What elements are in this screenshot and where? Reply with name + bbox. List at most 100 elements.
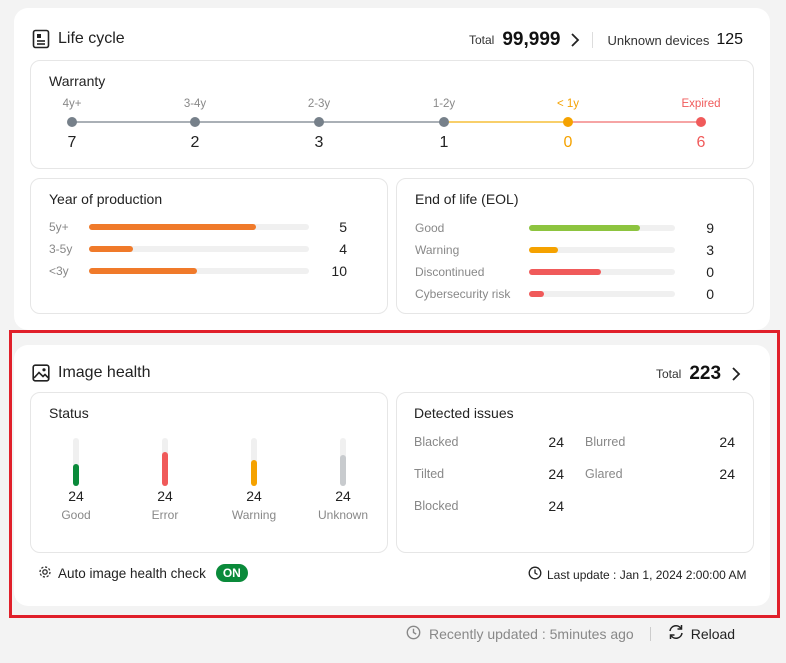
last-update-text: Last update : Jan 1, 2024 2:00:00 AM	[547, 567, 747, 582]
bar-track	[529, 247, 675, 253]
warranty-value: 0	[563, 134, 573, 151]
clock-icon	[406, 625, 421, 643]
bar-row: 5y+ 5	[49, 219, 347, 235]
warranty-label: 4y+	[62, 98, 82, 110]
issue-label: Glared	[585, 467, 623, 481]
warranty-line-gray	[72, 121, 444, 123]
warranty-dot	[314, 117, 324, 127]
bar-value: 0	[706, 286, 714, 302]
issue-label: Blocked	[414, 499, 459, 513]
bar-fill	[89, 268, 197, 274]
status-fill	[73, 464, 79, 486]
lifecycle-total-value: 99,999	[502, 29, 561, 50]
bar-fill	[529, 269, 601, 275]
warranty-line-red	[568, 121, 701, 123]
warranty-label: 3-4y	[183, 98, 207, 110]
status-track	[73, 438, 79, 486]
footer: Recently updated : 5minutes ago Reload	[406, 624, 735, 643]
status-fill	[340, 454, 346, 486]
lifecycle-total-label: Total	[469, 33, 495, 47]
auto-check-toggle[interactable]: ON	[215, 564, 248, 582]
status-fill	[162, 452, 168, 486]
last-update: Last update : Jan 1, 2024 2:00:00 AM	[528, 566, 746, 583]
warranty-dot	[563, 117, 573, 127]
bar-value: 5	[339, 219, 347, 235]
bar-label: Good	[415, 221, 445, 235]
gear-icon[interactable]	[38, 565, 52, 582]
bar-row: Good 9	[415, 220, 714, 236]
bar-value: 3	[706, 242, 714, 258]
image-health-title: Image health	[32, 364, 151, 382]
bar-value: 4	[339, 241, 347, 257]
bar-label: 3-5y	[49, 242, 73, 256]
warranty-value: 1	[439, 134, 449, 151]
lifecycle-title: Life cycle	[32, 29, 125, 49]
bar-label: <3y	[49, 264, 69, 278]
bar-track	[529, 225, 675, 231]
status-item: 24 Good	[41, 438, 111, 528]
issue-label: Blacked	[414, 435, 459, 449]
status-fill	[251, 459, 257, 486]
production-title: Year of production	[49, 191, 163, 207]
bar-track	[529, 269, 675, 275]
highlight-box	[9, 330, 780, 618]
bar-row: Warning 3	[415, 242, 714, 258]
bar-label: 5y+	[49, 220, 69, 234]
bar-label: Warning	[415, 243, 460, 257]
warranty-dot	[190, 117, 200, 127]
reload-button[interactable]: Reload	[667, 624, 735, 643]
warranty-dot	[696, 117, 706, 127]
bar-fill	[529, 225, 640, 231]
issue-value: 24	[548, 498, 564, 514]
status-item: 24 Error	[130, 438, 200, 528]
bar-fill	[529, 247, 559, 253]
warranty-value: 3	[314, 134, 324, 151]
issue-value: 24	[548, 434, 564, 450]
status-value: 24	[157, 488, 173, 504]
warranty-dot	[67, 117, 77, 127]
warranty-value: 6	[696, 134, 706, 151]
bar-value: 0	[706, 264, 714, 280]
issues-panel	[396, 392, 754, 553]
status-panel	[30, 392, 388, 553]
status-label: Warning	[231, 508, 277, 522]
status-item: 24 Unknown	[308, 438, 378, 528]
unknown-devices-label: Unknown devices	[607, 32, 710, 48]
status-track	[251, 438, 257, 486]
warranty-label: 1-2y	[432, 98, 456, 110]
unknown-devices-value: 125	[716, 31, 744, 48]
lifecycle-total: Total 99,999 Unknown devices 125	[469, 29, 743, 51]
warranty-line-orange	[444, 121, 568, 123]
status-value: 24	[246, 488, 262, 504]
bar-row: Cybersecurity risk 0	[415, 286, 714, 302]
status-value: 24	[68, 488, 84, 504]
warranty-label: < 1y	[556, 98, 580, 110]
warranty-dot	[439, 117, 449, 127]
chevron-right-icon[interactable]	[570, 33, 580, 47]
reload-icon	[667, 624, 685, 643]
status-label: Good	[61, 508, 91, 522]
divider	[592, 32, 594, 48]
status-value: 24	[335, 488, 351, 504]
warranty-value: 2	[190, 134, 200, 151]
bar-label: Cybersecurity risk	[415, 287, 511, 301]
warranty-panel	[30, 60, 754, 169]
lifecycle-title-text: Life cycle	[58, 30, 125, 47]
issue-value: 24	[719, 466, 735, 482]
bar-track	[89, 224, 309, 230]
bar-value: 9	[706, 220, 714, 236]
bar-label: Discontinued	[415, 265, 485, 279]
warranty-title: Warranty	[49, 73, 106, 89]
bar-row: <3y 10	[49, 263, 347, 279]
bar-fill	[529, 291, 544, 297]
status-track	[162, 438, 168, 486]
bar-track	[529, 291, 675, 297]
chevron-right-icon[interactable]	[731, 367, 741, 381]
divider	[649, 626, 651, 641]
status-label: Error	[151, 508, 179, 522]
issue-label: Blurred	[585, 435, 626, 449]
bar-value: 10	[331, 263, 347, 279]
issues-title: Detected issues	[414, 405, 514, 421]
recent-update-text: Recently updated : 5minutes ago	[429, 625, 634, 642]
auto-check-label: Auto image health check	[58, 565, 206, 581]
